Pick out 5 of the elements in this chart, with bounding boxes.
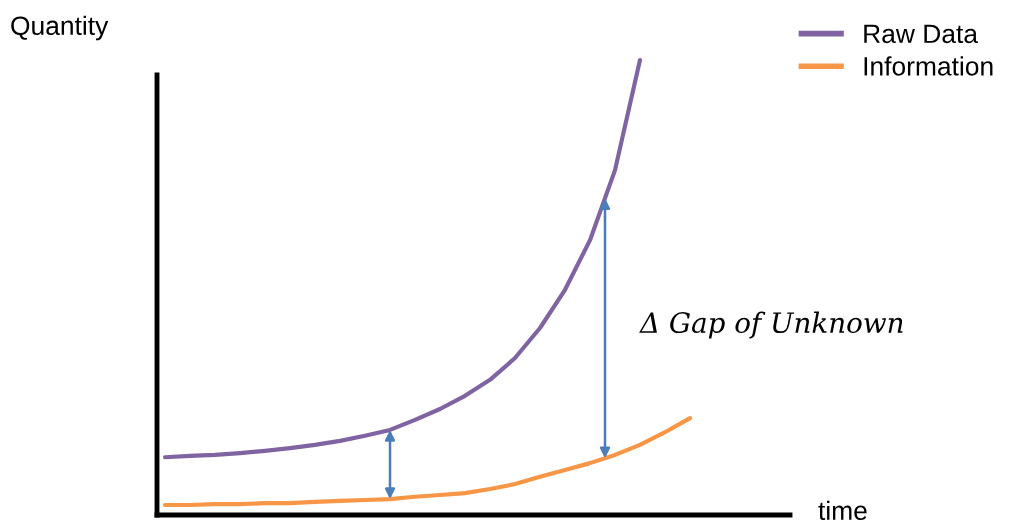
y-axis-title: Quantity bbox=[11, 15, 109, 41]
x-axis-title: time bbox=[818, 500, 867, 521]
legend-label: Information bbox=[864, 56, 993, 76]
annotation: Δ Gap of Unknown bbox=[639, 311, 903, 339]
legend-label: Raw Data bbox=[864, 24, 978, 44]
